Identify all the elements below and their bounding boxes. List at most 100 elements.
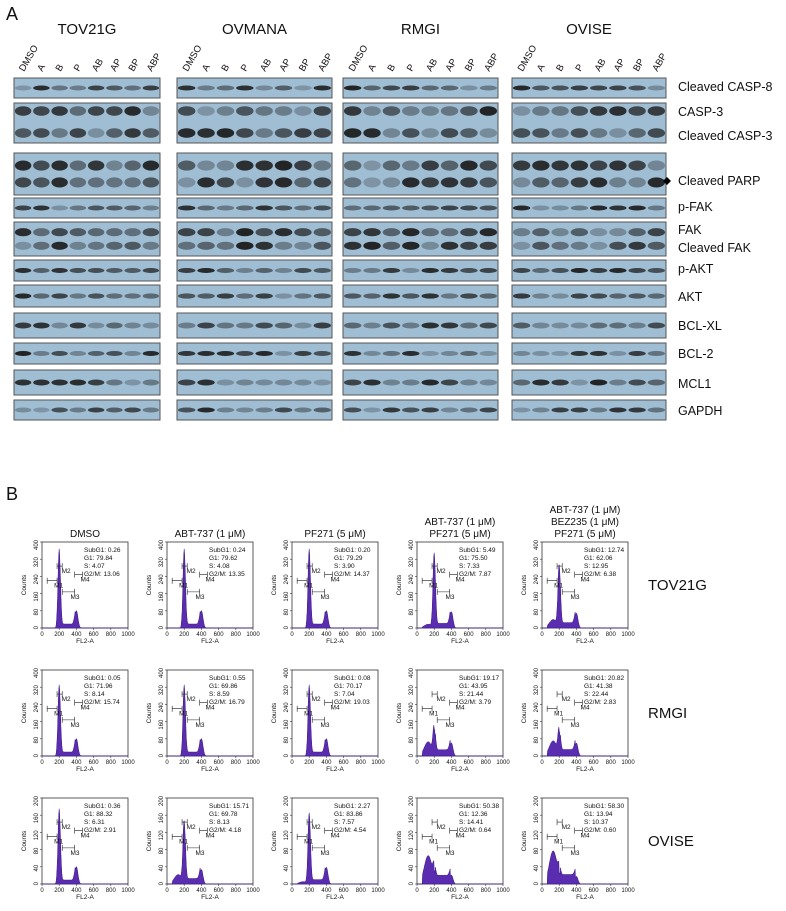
blot-band [294,293,312,299]
stat-text: G2/M: 15.74 [84,699,120,706]
gate-label: M3 [70,722,79,729]
x-tick-label: 1000 [371,760,385,766]
blot-band [142,350,160,357]
lane-label: AB [258,57,274,73]
stat-text: G1: 71.96 [84,683,113,690]
gate-label: M2 [187,824,196,831]
blot-band [51,293,68,299]
blot-band [177,241,196,250]
gate-label: M1 [179,711,188,718]
gate-marker [171,577,183,584]
blot-band [106,350,123,357]
gate-marker [171,833,183,840]
blot-band [274,379,293,386]
y-axis-label: Counts [271,830,278,851]
blot-band [255,350,273,357]
x-tick-label: 1000 [496,888,510,894]
y-tick-label: 80 [534,608,540,615]
blot-band [343,228,362,237]
gate-marker [46,577,58,584]
blot-band [142,407,160,413]
stat-text: S: 22.44 [584,691,609,698]
blot-band [177,177,196,188]
blot-panel [176,399,333,421]
gate-marker [296,705,308,712]
blot-band [236,407,254,413]
gate-marker [436,716,450,723]
x-tick-label: 1000 [496,760,510,766]
blot-band [255,379,273,386]
blot-band [589,205,608,211]
gate-label: M1 [554,711,563,718]
blot-band [570,128,589,138]
stat-text: G2/M: 4.18 [209,827,242,834]
stat-text: S: 21.44 [459,691,484,698]
x-tick-label: 1000 [121,888,135,894]
blot-band [551,228,569,237]
x-tick-label: 800 [231,888,242,894]
blot-band [421,228,439,237]
gate-label: M1 [54,583,63,590]
stat-text: S: 7.57 [334,819,355,826]
blot-band [197,177,215,188]
blot-band [382,85,401,91]
blot-panel [342,259,499,282]
stat-text: G2/M: 0.64 [459,827,492,834]
y-axis-label: Counts [146,574,153,595]
gate-label: M1 [304,839,313,846]
blot-band [363,205,381,211]
x-tick-label: 800 [481,760,492,766]
blot-band [343,160,362,171]
gate-marker [546,577,558,584]
blot-band [177,407,196,413]
x-tick-label: 800 [231,632,242,638]
gate-marker [61,588,75,595]
stat-text: S: 8.59 [209,691,230,698]
y-tick-label: 160 [284,813,290,824]
x-axis-label: FL2-A [451,766,469,773]
gate-label: M3 [195,594,204,601]
blot-band [421,241,439,250]
blot-band [14,241,32,250]
blot-band [51,205,68,211]
x-tick-label: 1000 [121,632,135,638]
blot-band [343,407,362,413]
stat-text: G1: 88.32 [84,811,113,818]
blot-band [647,85,666,91]
x-tick-label: 400 [571,632,582,638]
blot-band [343,128,362,138]
x-tick-label: 200 [429,888,440,894]
lane-label: ABP [650,52,669,74]
stat-text: G2/M: 3.79 [459,699,492,706]
blot-band [647,350,666,357]
blot-band [628,160,646,171]
blot-band [421,205,439,211]
x-tick-label: 400 [321,632,332,638]
stat-text: G2/M: 16.79 [209,699,245,706]
gate-label: M3 [570,850,579,857]
blot-band [512,241,531,250]
blot-band [532,379,550,386]
blot-band [14,407,32,413]
blot-band [106,241,123,250]
y-tick-label: 0 [409,625,415,629]
stat-text: G2/M: 13.35 [209,571,245,578]
x-tick-label: 0 [415,760,419,766]
gate-marker [421,833,433,840]
y-tick-label: 160 [409,719,415,730]
stat-text: SubG1: 19.17 [459,675,499,682]
lane-label: BP [297,57,313,73]
gate-marker [561,844,575,851]
blot-band [570,350,589,357]
blot-band [274,267,293,274]
blot-band [440,106,459,116]
y-tick-label: 120 [409,830,415,841]
stat-text: S: 8.13 [209,819,230,826]
y-tick-label: 400 [409,667,415,678]
blot-band [197,128,215,138]
stat-text: G1: 43.95 [459,683,488,690]
